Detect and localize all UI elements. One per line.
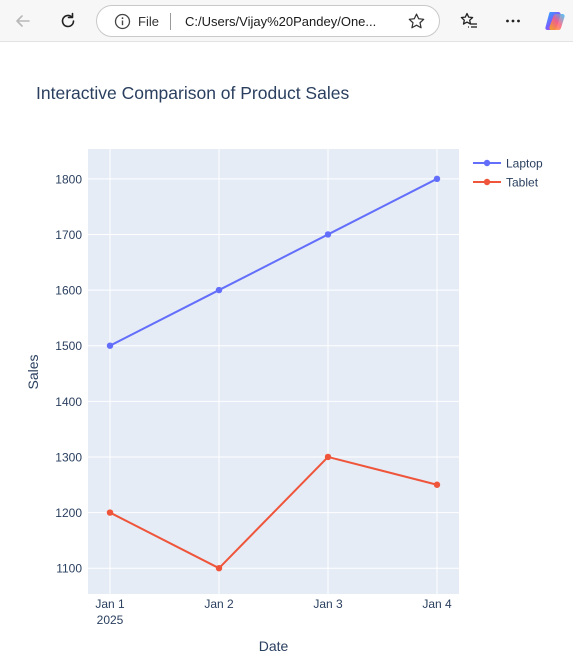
data-point-tablet [433, 481, 441, 488]
url-text[interactable]: C:/Users/Vijay%20Pandey/One... [185, 14, 377, 29]
favorites-list-icon [460, 12, 477, 28]
more-icon [506, 19, 520, 23]
y-tick-label: 1700 [55, 228, 82, 242]
data-point-laptop [215, 286, 223, 294]
x-tick-year-label: 2025 [97, 613, 124, 627]
series-layer [106, 175, 441, 572]
y-tick-label: 1500 [55, 339, 82, 353]
address-bar[interactable]: File C:/Users/Vijay%20Pandey/One... [96, 5, 440, 37]
y-axis: 1100 1200 1300 1400 1500 1600 1700 1800 [55, 172, 82, 575]
y-tick-label: 1400 [55, 395, 82, 409]
y-tick-label: 1600 [55, 284, 82, 298]
y-tick-label: 1100 [56, 562, 82, 576]
data-point-tablet [106, 509, 114, 516]
x-tick-label: Jan 4 [422, 597, 452, 611]
page-content: Interactive Comparison of Product Sales … [0, 42, 573, 668]
y-tick-label: 1800 [55, 172, 82, 186]
legend-label-tablet: Tablet [506, 176, 539, 190]
refresh-icon [61, 12, 75, 28]
x-axis: Jan 1 Jan 2 Jan 3 Jan 4 2025 [95, 597, 452, 627]
y-tick-label: 1300 [55, 450, 82, 464]
x-tick-label: Jan 1 [95, 597, 125, 611]
x-tick-label: Jan 2 [204, 597, 234, 611]
legend[interactable]: Laptop Tablet [473, 157, 543, 190]
copilot-button[interactable] [542, 8, 568, 34]
plot-area[interactable] [88, 149, 459, 594]
copilot-icon [545, 12, 565, 30]
series-line-tablet [109, 455, 438, 570]
x-tick-label: Jan 3 [313, 597, 343, 611]
gridlines [88, 149, 459, 594]
favorites-button[interactable] [456, 8, 482, 34]
legend-marker-tablet [483, 178, 491, 186]
y-axis-label: Sales [25, 354, 41, 389]
address-separator [170, 13, 171, 30]
data-point-tablet [324, 453, 332, 461]
data-point-laptop [106, 342, 114, 349]
legend-marker-laptop [483, 159, 491, 167]
file-scheme-label: File [138, 14, 159, 29]
x-axis-label: Date [259, 638, 289, 654]
legend-label-laptop: Laptop [506, 157, 543, 171]
star-icon[interactable] [407, 12, 426, 31]
info-icon[interactable] [114, 13, 131, 30]
plotly-chart[interactable]: Interactive Comparison of Product Sales … [0, 42, 573, 668]
data-point-laptop [324, 231, 332, 238]
browser-toolbar: File C:/Users/Vijay%20Pandey/One... [0, 0, 573, 42]
back-button[interactable] [10, 8, 36, 34]
chart-title: Interactive Comparison of Product Sales [36, 83, 349, 103]
more-button[interactable] [500, 8, 526, 34]
data-point-tablet [215, 564, 223, 572]
data-point-laptop [433, 175, 441, 183]
refresh-button[interactable] [55, 8, 81, 34]
back-arrow-icon [16, 15, 30, 27]
series-line-laptop [109, 177, 438, 347]
y-tick-label: 1200 [55, 506, 82, 520]
